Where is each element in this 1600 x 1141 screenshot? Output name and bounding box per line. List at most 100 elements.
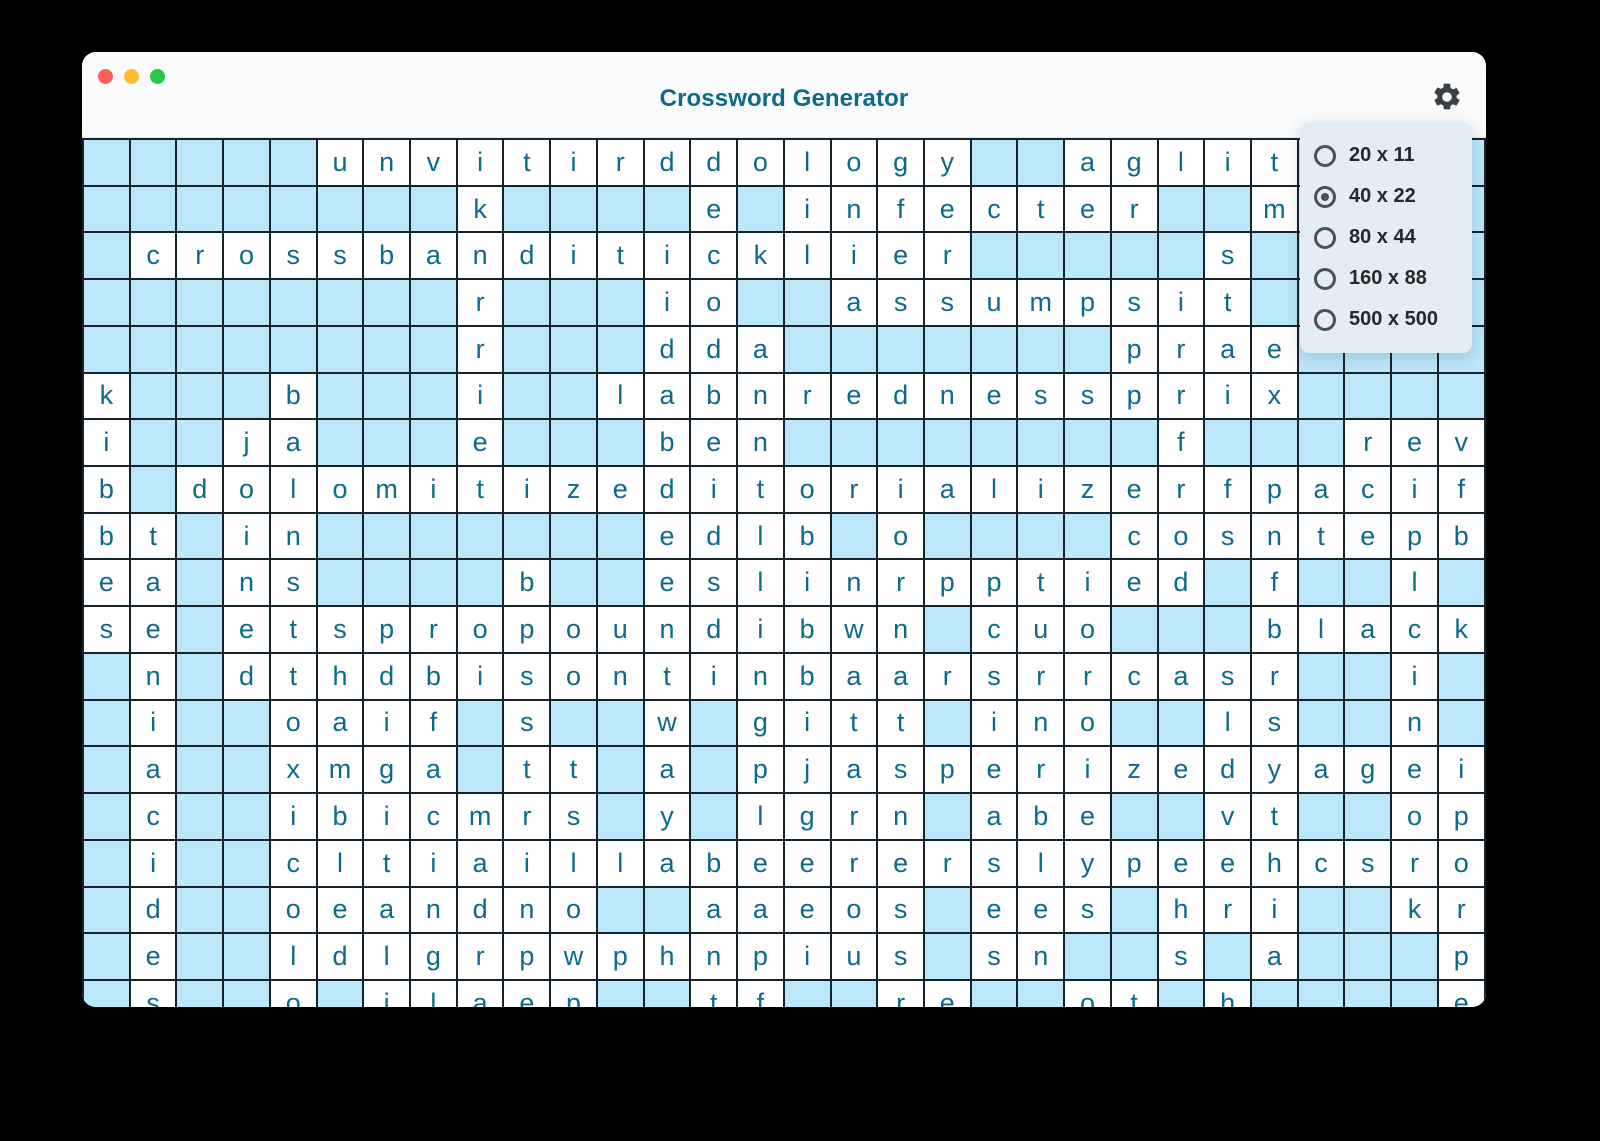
grid-cell-empty[interactable] xyxy=(1392,373,1439,421)
grid-cell-letter[interactable]: t xyxy=(831,700,879,748)
grid-cell-letter[interactable]: l xyxy=(364,934,412,981)
grid-cell-letter[interactable]: s xyxy=(1251,700,1299,748)
grid-cell-letter[interactable]: e xyxy=(504,980,552,1007)
grid-cell-empty[interactable] xyxy=(504,280,552,327)
grid-cell-empty[interactable] xyxy=(1111,233,1159,281)
grid-cell-empty[interactable] xyxy=(1205,560,1252,608)
grid-cell-empty[interactable] xyxy=(130,467,178,514)
grid-cell-letter[interactable]: i xyxy=(551,233,598,281)
grid-cell-letter[interactable]: j xyxy=(364,980,412,1007)
grid-cell-empty[interactable] xyxy=(1158,607,1206,654)
grid-cell-letter[interactable]: w xyxy=(551,934,598,981)
grid-cell-empty[interactable] xyxy=(1065,326,1112,374)
grid-cell-letter[interactable]: o xyxy=(1392,794,1439,841)
grid-cell-letter[interactable]: p xyxy=(1438,934,1486,981)
grid-cell-letter[interactable]: n xyxy=(411,887,458,935)
grid-cell-empty[interactable] xyxy=(177,794,225,841)
grid-cell-letter[interactable]: b xyxy=(364,233,412,281)
grid-cell-letter[interactable]: t xyxy=(364,840,412,888)
grid-cell-letter[interactable]: g xyxy=(878,140,925,187)
grid-cell-letter[interactable]: o xyxy=(831,140,879,187)
grid-cell-letter[interactable]: r xyxy=(831,467,879,514)
grid-cell-letter[interactable]: d xyxy=(130,887,178,935)
grid-cell-letter[interactable]: h xyxy=(644,934,692,981)
grid-cell-letter[interactable]: o xyxy=(691,280,739,327)
grid-cell-empty[interactable] xyxy=(177,513,225,561)
grid-cell-letter[interactable]: e xyxy=(971,747,1019,795)
grid-cell-empty[interactable] xyxy=(411,373,458,421)
grid-cell-empty[interactable] xyxy=(971,140,1019,187)
grid-cell-letter[interactable]: v xyxy=(1438,420,1486,468)
grid-cell-letter[interactable]: s xyxy=(971,653,1019,701)
grid-cell-letter[interactable]: r xyxy=(1158,467,1206,514)
grid-cell-letter[interactable]: s xyxy=(1065,373,1112,421)
grid-cell-empty[interactable] xyxy=(84,140,131,187)
grid-cell-letter[interactable]: b xyxy=(411,653,458,701)
grid-cell-letter[interactable]: b xyxy=(691,840,739,888)
grid-cell-empty[interactable] xyxy=(551,326,598,374)
grid-cell-letter[interactable]: e xyxy=(597,467,645,514)
grid-cell-letter[interactable]: t xyxy=(1111,980,1159,1007)
grid-cell-letter[interactable]: i xyxy=(411,467,458,514)
grid-cell-letter[interactable]: i xyxy=(971,700,1019,748)
grid-cell-empty[interactable] xyxy=(317,420,365,468)
grid-cell-empty[interactable] xyxy=(597,560,645,608)
grid-cell-letter[interactable]: l xyxy=(270,467,318,514)
grid-cell-letter[interactable]: n xyxy=(504,887,552,935)
grid-cell-empty[interactable] xyxy=(597,186,645,234)
grid-cell-letter[interactable]: d xyxy=(457,887,505,935)
grid-cell-letter[interactable]: s xyxy=(1111,280,1159,327)
grid-cell-empty[interactable] xyxy=(1158,794,1206,841)
grid-cell-letter[interactable]: u xyxy=(831,934,879,981)
grid-cell-letter[interactable]: a xyxy=(1345,607,1393,654)
grid-cell-letter[interactable]: a xyxy=(1298,467,1346,514)
grid-cell-letter[interactable]: d xyxy=(364,653,412,701)
grid-cell-empty[interactable] xyxy=(597,747,645,795)
grid-cell-empty[interactable] xyxy=(84,794,131,841)
grid-cell-letter[interactable]: y xyxy=(1251,747,1299,795)
grid-cell-letter[interactable]: t xyxy=(130,513,178,561)
grid-cell-letter[interactable]: i xyxy=(784,700,832,748)
grid-cell-empty[interactable] xyxy=(738,186,785,234)
grid-cell-empty[interactable] xyxy=(597,280,645,327)
grid-cell-letter[interactable]: y xyxy=(644,794,692,841)
grid-cell-letter[interactable]: s xyxy=(691,560,739,608)
grid-cell-letter[interactable]: z xyxy=(1065,467,1112,514)
grid-cell-letter[interactable]: m xyxy=(457,794,505,841)
grid-cell-empty[interactable] xyxy=(1065,420,1112,468)
grid-cell-empty[interactable] xyxy=(551,280,598,327)
grid-cell-letter[interactable]: b xyxy=(504,560,552,608)
grid-cell-letter[interactable]: z xyxy=(1111,747,1159,795)
grid-cell-letter[interactable]: r xyxy=(457,280,505,327)
grid-cell-letter[interactable]: i xyxy=(1205,373,1252,421)
grid-cell-letter[interactable]: l xyxy=(597,840,645,888)
grid-cell-letter[interactable]: s xyxy=(1065,887,1112,935)
grid-cell-letter[interactable]: a xyxy=(1158,653,1206,701)
grid-cell-letter[interactable]: s xyxy=(317,233,365,281)
grid-cell-letter[interactable]: d xyxy=(504,233,552,281)
grid-cell-letter[interactable]: b xyxy=(691,373,739,421)
grid-cell-empty[interactable] xyxy=(1345,794,1393,841)
grid-cell-letter[interactable]: n xyxy=(924,373,972,421)
grid-cell-empty[interactable] xyxy=(1205,420,1252,468)
grid-cell-letter[interactable]: t xyxy=(1251,140,1299,187)
grid-cell-letter[interactable]: b xyxy=(1438,513,1486,561)
grid-cell-letter[interactable]: e xyxy=(1392,420,1439,468)
grid-cell-letter[interactable]: c xyxy=(1111,653,1159,701)
grid-cell-letter[interactable]: i xyxy=(224,513,271,561)
grid-cell-empty[interactable] xyxy=(597,980,645,1007)
grid-cell-letter[interactable]: h xyxy=(1158,887,1206,935)
grid-cell-letter[interactable]: p xyxy=(1438,794,1486,841)
grid-cell-letter[interactable]: i xyxy=(84,420,131,468)
grid-cell-empty[interactable] xyxy=(177,186,225,234)
grid-cell-letter[interactable]: a xyxy=(270,420,318,468)
grid-cell-letter[interactable]: e xyxy=(1158,840,1206,888)
grid-cell-empty[interactable] xyxy=(364,513,412,561)
grid-cell-letter[interactable]: c xyxy=(270,840,318,888)
grid-cell-letter[interactable]: e xyxy=(457,420,505,468)
grid-cell-letter[interactable]: l xyxy=(784,140,832,187)
grid-cell-empty[interactable] xyxy=(84,280,131,327)
grid-cell-letter[interactable]: n xyxy=(597,653,645,701)
grid-cell-empty[interactable] xyxy=(270,186,318,234)
grid-cell-letter[interactable]: i xyxy=(644,280,692,327)
